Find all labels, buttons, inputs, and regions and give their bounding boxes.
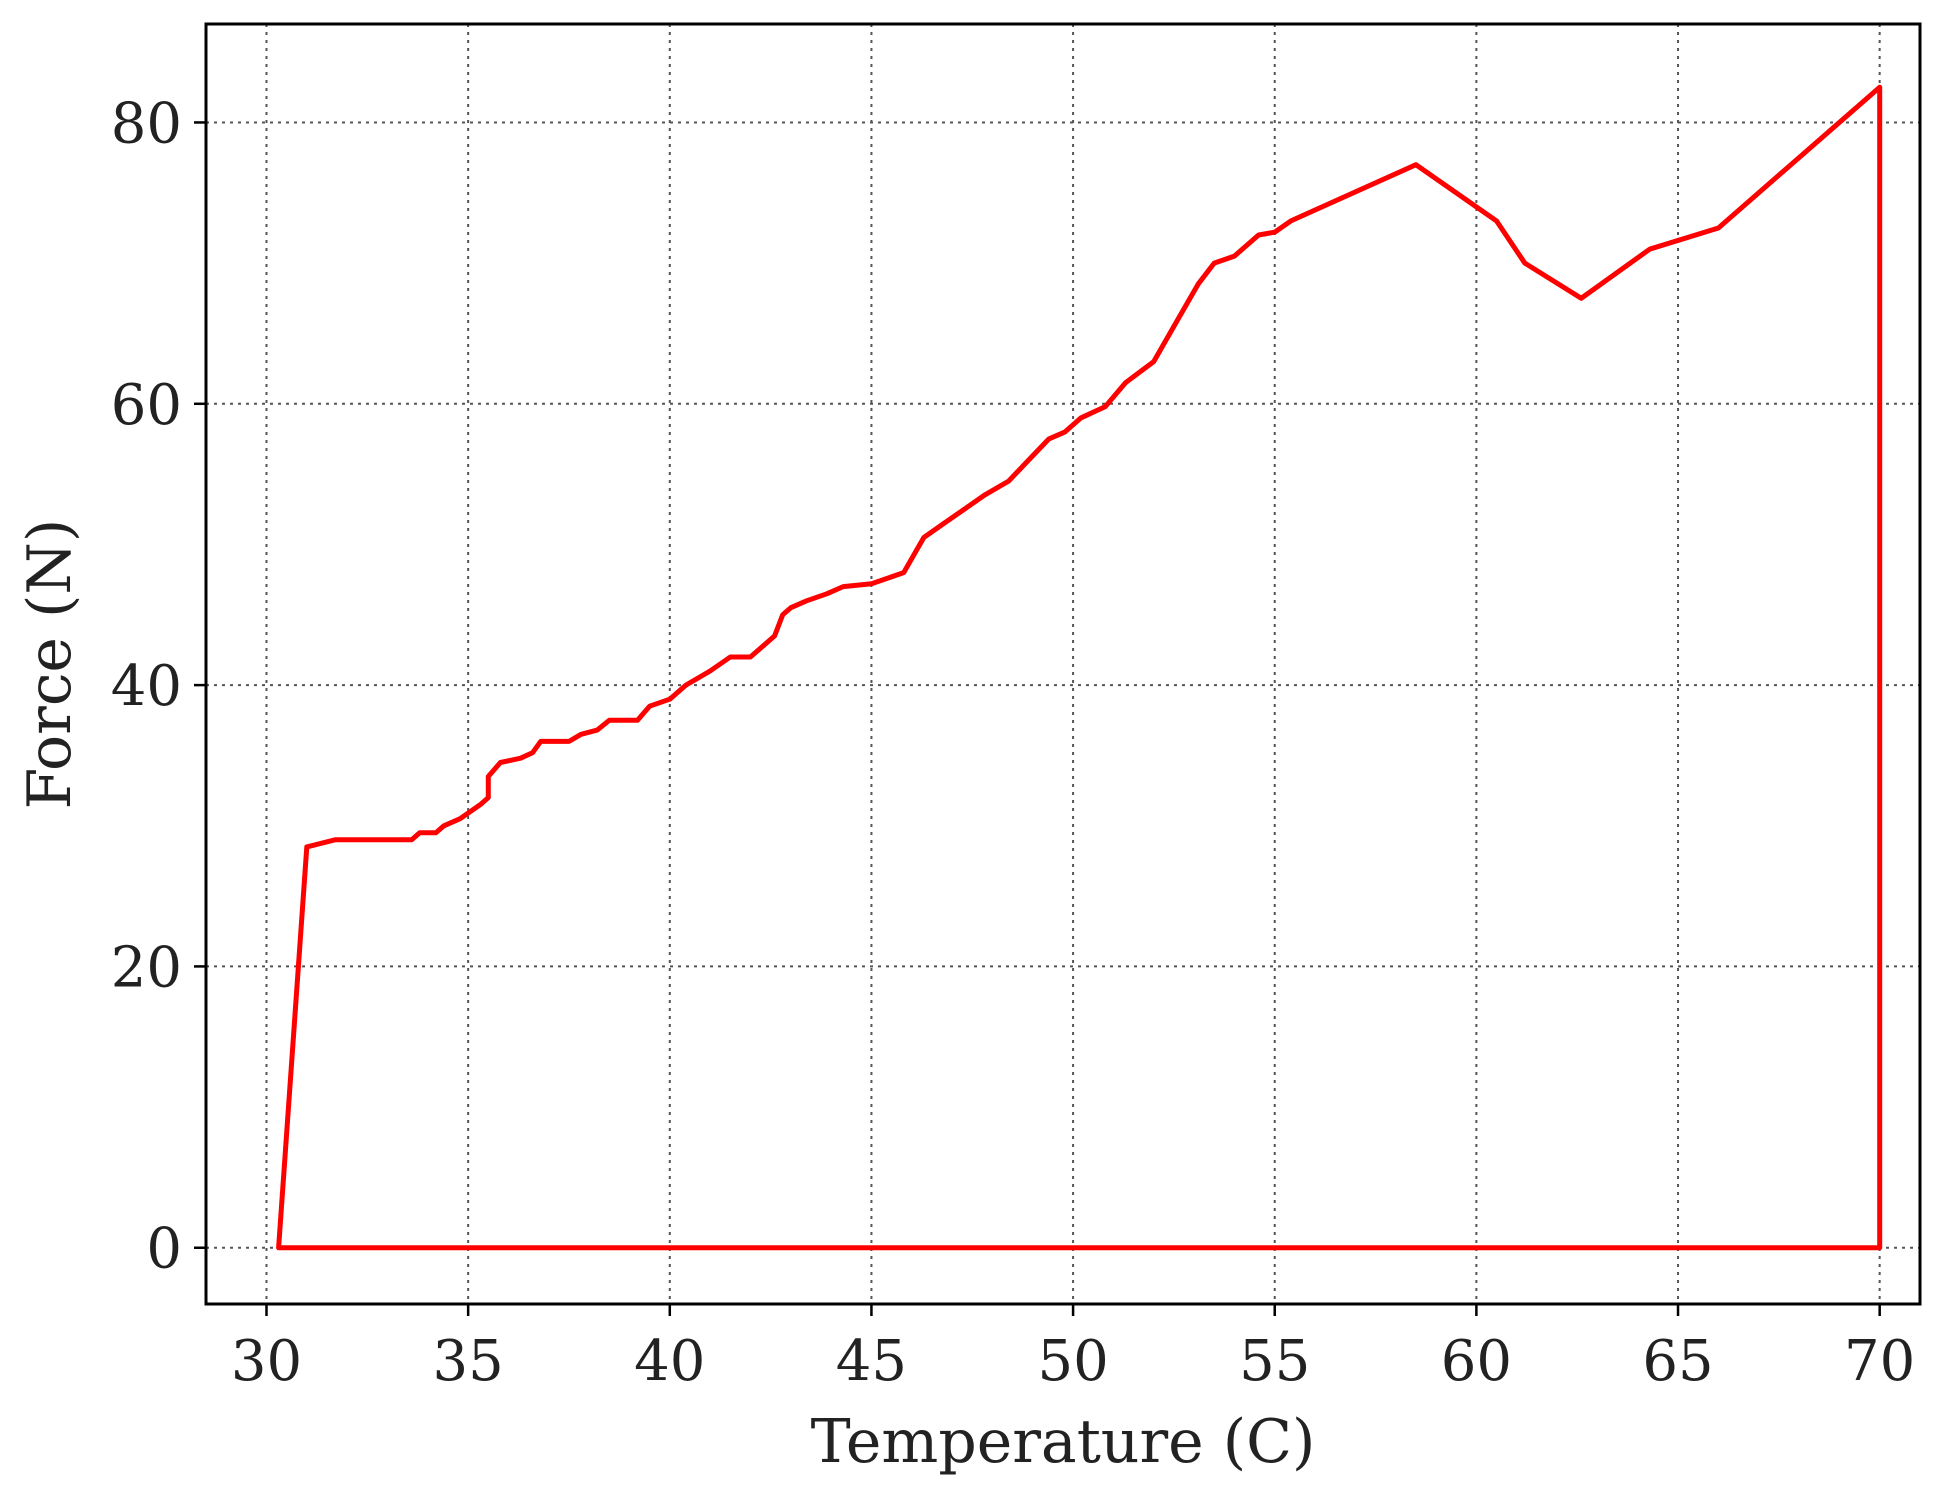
y-axis-label: Force (N)	[15, 519, 85, 810]
x-tick-label: 60	[1441, 1329, 1512, 1394]
x-tick-label: 40	[634, 1329, 705, 1394]
y-tick-label: 80	[111, 91, 182, 156]
x-tick-label: 30	[231, 1329, 302, 1394]
y-tick-label: 0	[146, 1217, 182, 1282]
x-tick-label: 50	[1037, 1329, 1108, 1394]
x-tick-label: 55	[1239, 1329, 1310, 1394]
tick-labels: 30 35 40 45 50 55 60 65 70 0 20 40 60 80	[111, 91, 1916, 1394]
force-series-line	[276, 84, 1883, 1251]
y-tick-label: 60	[111, 373, 182, 438]
grid	[206, 24, 1920, 1304]
x-tick-label: 35	[433, 1329, 504, 1394]
ticks	[194, 121, 1881, 1316]
y-tick-label: 40	[111, 654, 182, 719]
x-tick-label: 70	[1844, 1329, 1915, 1394]
x-tick-label: 45	[836, 1329, 907, 1394]
x-axis-label: Temperature (C)	[811, 1407, 1316, 1477]
plot-frame	[204, 22, 1922, 1306]
series-layer	[276, 84, 1883, 1251]
x-tick-label: 65	[1642, 1329, 1713, 1394]
y-tick-label: 20	[111, 935, 182, 1000]
